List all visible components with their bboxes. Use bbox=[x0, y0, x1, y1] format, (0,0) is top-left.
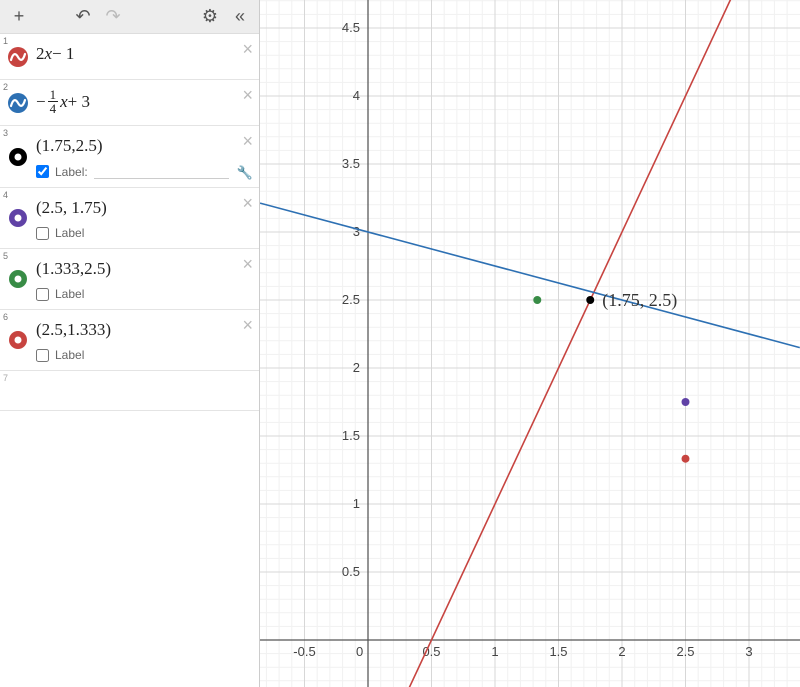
label-checkbox[interactable] bbox=[36, 227, 49, 240]
label-checkbox[interactable] bbox=[36, 288, 49, 301]
expression-index: 7 bbox=[3, 373, 8, 383]
expression-text[interactable]: −14x + 3 bbox=[36, 88, 229, 115]
label-option-row: Label: bbox=[36, 164, 229, 179]
toolbar-left-group: + ↶ ↷ bbox=[6, 4, 126, 30]
label-checkbox[interactable] bbox=[36, 349, 49, 362]
expression-item[interactable]: 6 × (2.5,1.333) Label bbox=[0, 310, 259, 371]
delete-expression-button[interactable]: × bbox=[242, 86, 253, 104]
label-checkbox[interactable] bbox=[36, 165, 49, 178]
expression-item-empty[interactable]: 7 bbox=[0, 371, 259, 411]
expression-item[interactable]: 3 × 🔧 (1.75,2.5) Label: bbox=[0, 126, 259, 188]
expression-text[interactable]: (1.75,2.5) bbox=[36, 134, 229, 158]
svg-text:(1.75, 2.5): (1.75, 2.5) bbox=[602, 290, 677, 311]
svg-text:0.5: 0.5 bbox=[422, 644, 440, 659]
expression-icon[interactable] bbox=[7, 146, 29, 168]
expression-list: 1 × 2x − 1 2 × −14x + 3 3 × 🔧 (1.75,2.5) bbox=[0, 34, 259, 687]
expression-panel: + ↶ ↷ ⚙ « 1 × 2x − 1 2 × −14x + 3 bbox=[0, 0, 260, 687]
expression-index: 4 bbox=[3, 190, 8, 200]
label-option-row: Label bbox=[36, 287, 229, 301]
svg-text:3: 3 bbox=[353, 224, 360, 239]
redo-button[interactable]: ↷ bbox=[100, 4, 126, 30]
expression-icon[interactable] bbox=[7, 268, 29, 290]
label-option-row: Label bbox=[36, 226, 229, 240]
label-word: Label bbox=[55, 226, 84, 240]
svg-text:2: 2 bbox=[618, 644, 625, 659]
expression-text[interactable]: 2x − 1 bbox=[36, 42, 229, 66]
label-word: Label bbox=[55, 348, 84, 362]
expression-text[interactable]: (1.333,2.5) bbox=[36, 257, 229, 281]
toolbar-right-group: ⚙ « bbox=[197, 4, 253, 30]
expression-text[interactable]: (2.5,1.333) bbox=[36, 318, 229, 342]
collapse-panel-button[interactable]: « bbox=[227, 4, 253, 30]
expression-item[interactable]: 4 × (2.5, 1.75) Label bbox=[0, 188, 259, 249]
delete-expression-button[interactable]: × bbox=[242, 40, 253, 58]
expression-icon[interactable] bbox=[7, 329, 29, 351]
svg-text:4: 4 bbox=[353, 88, 360, 103]
label-option-row: Label bbox=[36, 348, 229, 362]
expression-index: 5 bbox=[3, 251, 8, 261]
svg-text:1.5: 1.5 bbox=[342, 428, 360, 443]
svg-text:3.5: 3.5 bbox=[342, 156, 360, 171]
svg-text:-0.5: -0.5 bbox=[293, 644, 315, 659]
svg-text:1: 1 bbox=[491, 644, 498, 659]
graph-svg: -0.5 0 0.5 1 1.5 2 2.5 3 0.5 1 1.5 2 2.5 3 3.5 4 4.5 (1.7… bbox=[260, 0, 800, 687]
settings-button[interactable]: ⚙ bbox=[197, 4, 223, 30]
svg-text:0.5: 0.5 bbox=[342, 564, 360, 579]
svg-text:2.5: 2.5 bbox=[676, 644, 694, 659]
expression-text[interactable]: (2.5, 1.75) bbox=[36, 196, 229, 220]
expression-item[interactable]: 2 × −14x + 3 bbox=[0, 80, 259, 126]
label-text-input[interactable] bbox=[94, 164, 229, 179]
svg-text:1: 1 bbox=[353, 496, 360, 511]
svg-text:1.5: 1.5 bbox=[549, 644, 567, 659]
expression-item[interactable]: 1 × 2x − 1 bbox=[0, 34, 259, 80]
graph-area[interactable]: -0.5 0 0.5 1 1.5 2 2.5 3 0.5 1 1.5 2 2.5 3 3.5 4 4.5 (1.7… bbox=[260, 0, 800, 687]
delete-expression-button[interactable]: × bbox=[242, 316, 253, 334]
expression-icon[interactable] bbox=[7, 92, 29, 114]
delete-expression-button[interactable]: × bbox=[242, 255, 253, 273]
expression-options-button[interactable]: 🔧 bbox=[237, 165, 253, 181]
label-word: Label bbox=[55, 287, 84, 301]
expression-icon[interactable] bbox=[7, 46, 29, 68]
expression-icon[interactable] bbox=[7, 207, 29, 229]
expression-index: 6 bbox=[3, 312, 8, 322]
expression-index: 2 bbox=[3, 82, 8, 92]
expression-index: 1 bbox=[3, 36, 8, 46]
delete-expression-button[interactable]: × bbox=[242, 194, 253, 212]
undo-button[interactable]: ↶ bbox=[70, 4, 96, 30]
svg-text:0: 0 bbox=[356, 644, 363, 659]
svg-text:2: 2 bbox=[353, 360, 360, 375]
add-expression-button[interactable]: + bbox=[6, 4, 32, 30]
svg-text:3: 3 bbox=[745, 644, 752, 659]
svg-text:4.5: 4.5 bbox=[342, 20, 360, 35]
label-word: Label: bbox=[55, 165, 88, 179]
panel-toolbar: + ↶ ↷ ⚙ « bbox=[0, 0, 259, 34]
expression-item[interactable]: 5 × (1.333,2.5) Label bbox=[0, 249, 259, 310]
expression-index: 3 bbox=[3, 128, 8, 138]
svg-text:2.5: 2.5 bbox=[342, 292, 360, 307]
delete-expression-button[interactable]: × bbox=[242, 132, 253, 150]
